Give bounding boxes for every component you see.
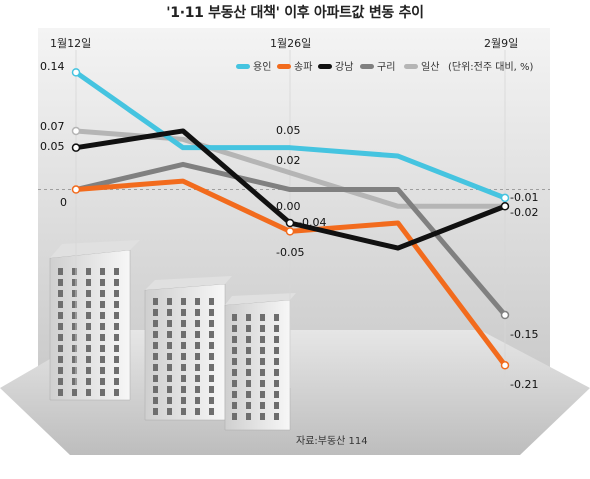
date-label-feb9: 2월9일 [484, 37, 519, 50]
date-label-jan12: 1월12일 [50, 37, 92, 50]
legend-swatch [236, 63, 250, 69]
data-label: -0.15 [510, 328, 538, 341]
series-line [74, 70, 506, 201]
data-point [500, 361, 510, 370]
data-label: -0.04 [298, 216, 326, 229]
legend-songpa: 송파 [277, 58, 312, 73]
data-point [285, 218, 295, 228]
data-label: -0.05 [276, 246, 304, 259]
data-label: 0.07 [40, 120, 65, 133]
data-label: 0.05 [276, 124, 301, 137]
data-point [71, 185, 81, 194]
unit-note: (단위:전주 대비, %) [448, 62, 534, 73]
legend-gangnam: 강남 [318, 58, 353, 73]
data-label: 0.02 [276, 154, 301, 167]
data-label: -0.01 [510, 191, 538, 204]
data-label: 0 [60, 196, 67, 209]
data-point [500, 202, 510, 211]
data-label: 0.00 [276, 200, 301, 213]
data-point [71, 68, 81, 77]
apartment-buildings-illustration [49, 240, 296, 431]
legend-yongin: 용인 [236, 58, 271, 73]
source-note: 자료:부동산 114 [296, 436, 368, 447]
data-point [500, 310, 510, 320]
data-label: -0.21 [510, 378, 538, 391]
data-label: 0.14 [40, 60, 65, 73]
legend-swatch [404, 63, 418, 69]
data-point [285, 227, 295, 236]
legend-guri: 구리 [360, 58, 395, 73]
legend-swatch [277, 63, 291, 69]
data-label: -0.02 [510, 206, 538, 219]
data-point [71, 126, 81, 136]
date-label-jan26: 1월26일 [270, 37, 312, 50]
data-label: 0.05 [40, 140, 65, 153]
chart-title: '1·11 부동산 대책' 이후 아파트값 변동 추이 [166, 5, 424, 21]
legend-ilsan: 일산 [404, 58, 439, 73]
data-point [71, 143, 81, 152]
legend-swatch [318, 63, 332, 69]
data-point [500, 193, 510, 203]
series-line [75, 161, 507, 317]
legend-swatch [360, 63, 374, 69]
